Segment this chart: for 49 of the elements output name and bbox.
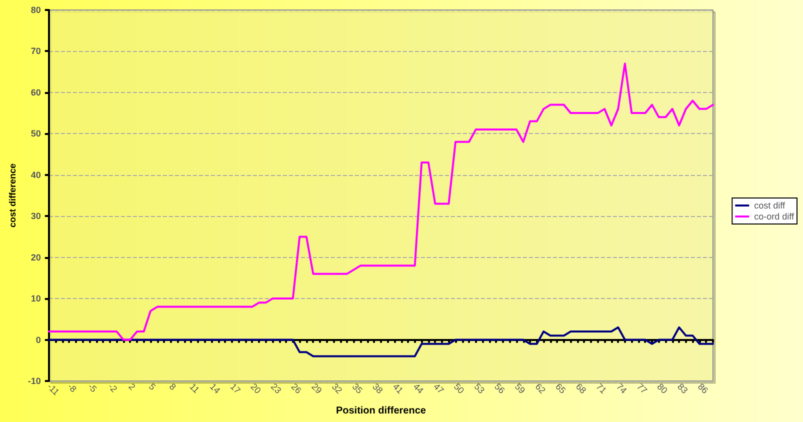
- x-tick-label: 2: [126, 381, 138, 392]
- y-tick-label: 20: [30, 252, 41, 262]
- x-tick-label: 26: [289, 381, 304, 396]
- y-tick-label: 40: [30, 170, 41, 180]
- x-tick-label: 35: [350, 381, 364, 396]
- x-tick-label: 41: [390, 381, 406, 396]
- x-tick-label: 5: [147, 381, 158, 392]
- line-series: [48, 326, 714, 358]
- x-tick-label: 71: [594, 381, 608, 396]
- x-tick-label: 74: [614, 381, 629, 396]
- x-tick-label: 86: [696, 381, 710, 396]
- y-tick-label: 0: [36, 334, 41, 345]
- x-tick-label: 50: [452, 381, 466, 396]
- x-tick-label: 47: [432, 381, 446, 396]
- x-tick-label: 11: [188, 381, 202, 396]
- x-tick-label: 80: [655, 381, 670, 396]
- x-tick-label: 62: [533, 381, 548, 396]
- y-tick-label: 80: [30, 5, 41, 15]
- x-tick-label: 8: [167, 381, 178, 392]
- x-tick-label: 77: [634, 381, 650, 396]
- x-tick-label: 68: [574, 381, 588, 396]
- y-tick-label: -10: [28, 376, 41, 386]
- x-tick-label: 53: [472, 381, 486, 396]
- y-tick-label: 10: [30, 294, 41, 304]
- y-axis-title: cost difference: [8, 163, 18, 228]
- x-tick-label: 59: [512, 381, 528, 396]
- legend-label: cost diff: [754, 200, 786, 210]
- x-tick-label: 17: [228, 381, 242, 396]
- x-tick-label: -11: [45, 381, 62, 398]
- x-tick-label: 44: [411, 381, 426, 396]
- y-tick-label: 30: [30, 211, 41, 222]
- x-tick-label: 56: [492, 381, 507, 396]
- y-tick-label: 70: [30, 46, 41, 56]
- x-tick-label: 32: [330, 381, 344, 396]
- x-tick-label: -2: [106, 381, 120, 394]
- x-tick-label: 83: [676, 381, 690, 396]
- x-tick-label: 20: [248, 381, 263, 396]
- x-tick-label: -5: [86, 381, 99, 394]
- x-axis-title: Position difference: [336, 406, 426, 416]
- x-tick-label: 29: [310, 381, 324, 396]
- legend-label: co-ord diff: [754, 212, 794, 222]
- x-tick-label: 65: [554, 381, 568, 396]
- y-tick-label: 50: [30, 128, 41, 139]
- y-tick-label: 60: [30, 87, 41, 98]
- x-tick-label: 14: [208, 381, 222, 396]
- x-tick-label: 23: [268, 381, 284, 396]
- x-tick-label: -8: [66, 381, 78, 394]
- line-series: [48, 62, 714, 341]
- x-tick-label: 38: [370, 381, 385, 396]
